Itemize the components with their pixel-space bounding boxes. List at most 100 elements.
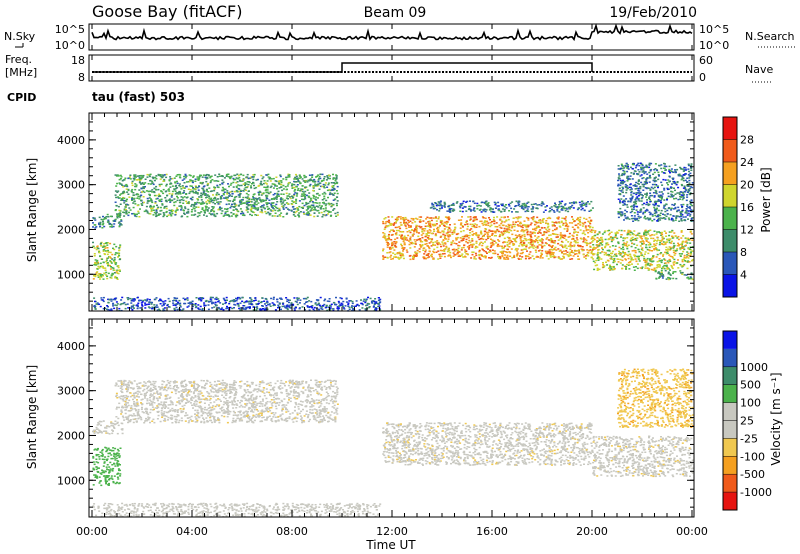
echo-cell <box>205 201 208 203</box>
echo-cell <box>273 183 276 185</box>
echo-cell <box>479 220 482 223</box>
echo-cell <box>564 220 567 222</box>
echo-cell <box>531 239 534 242</box>
echo-cell <box>116 182 119 185</box>
echo-cell <box>416 218 419 220</box>
echo-cell <box>687 257 690 259</box>
echo-cell <box>382 232 385 234</box>
freq-left-label-1: Freq. <box>5 53 32 66</box>
echo-cell <box>691 250 694 252</box>
echo-cell <box>670 209 673 211</box>
echo-cell <box>124 208 127 211</box>
echo-cell <box>465 210 468 212</box>
echo-cell <box>637 219 640 222</box>
echo-cell <box>150 200 153 202</box>
echo-cell <box>176 187 179 189</box>
echo-cell <box>496 230 499 232</box>
echo-cell <box>119 212 122 215</box>
echo-cell <box>402 218 405 221</box>
echo-cell <box>581 222 584 224</box>
echo-cell <box>651 245 654 248</box>
echo-cell <box>334 198 337 200</box>
echo-cell <box>176 197 179 199</box>
echo-cell <box>606 264 609 266</box>
echo-cell <box>178 184 181 187</box>
echo-cell <box>662 267 665 269</box>
echo-cell <box>439 253 442 255</box>
echo-cell <box>500 227 503 229</box>
echo-cell <box>656 169 659 172</box>
echo-cell <box>601 244 604 246</box>
echo-cell <box>680 217 683 220</box>
echo-cell <box>680 195 683 198</box>
echo-cell <box>94 275 97 278</box>
echo-cell <box>559 237 562 240</box>
echo-cell <box>433 223 436 226</box>
echo-cell <box>584 241 587 244</box>
echo-cell <box>151 180 154 183</box>
echo-cell <box>645 178 648 181</box>
echo-cell <box>261 211 264 214</box>
echo-cell <box>437 229 440 231</box>
echo-cell <box>95 261 98 263</box>
echo-cell <box>260 200 262 202</box>
echo-cell <box>623 242 626 244</box>
echo-cell <box>322 179 325 182</box>
echo-cell <box>658 164 660 167</box>
echo-cell <box>514 237 517 240</box>
echo-cell <box>487 237 489 239</box>
echo-cell <box>689 215 692 217</box>
echo-cell <box>396 216 399 219</box>
echo-cell <box>632 204 635 207</box>
echo-cell <box>106 253 109 256</box>
echo-cell <box>690 199 693 201</box>
echo-cell <box>118 221 121 223</box>
echo-cell <box>621 255 624 258</box>
echo-cell <box>631 250 634 252</box>
echo-cell <box>675 217 678 219</box>
echo-cell <box>635 266 637 268</box>
echo-cell <box>134 203 137 205</box>
echo-cell <box>383 233 386 235</box>
echo-cell <box>442 233 445 236</box>
echo-cell <box>197 179 200 181</box>
echo-cell <box>645 203 648 206</box>
echo-cell <box>627 254 629 257</box>
echo-cell <box>468 239 471 242</box>
echo-cell <box>412 255 414 258</box>
echo-cell <box>429 226 432 228</box>
echo-cell <box>144 186 146 188</box>
echo-cell <box>566 251 569 253</box>
echo-cell <box>471 246 474 248</box>
echo-cell <box>682 235 685 237</box>
echo-cell <box>209 175 212 178</box>
echo-cell <box>262 200 265 202</box>
echo-cell <box>663 214 666 216</box>
echo-cell <box>131 198 133 200</box>
echo-cell <box>117 256 119 258</box>
echo-cell <box>532 243 535 245</box>
echo-cell <box>597 248 600 251</box>
echo-cell <box>98 223 101 225</box>
echo-cell <box>309 183 312 186</box>
echo-cell <box>652 255 654 257</box>
echo-cell <box>269 191 272 193</box>
echo-cell <box>252 207 255 209</box>
echo-cell <box>427 232 430 234</box>
echo-cell <box>271 205 274 207</box>
echo-cell <box>652 256 655 258</box>
echo-cell <box>119 270 121 272</box>
echo-cell <box>284 186 287 188</box>
echo-cell <box>525 245 528 248</box>
echo-cell <box>171 177 174 180</box>
echo-cell <box>673 180 676 183</box>
echo-cell <box>523 235 526 238</box>
echo-cell <box>686 210 689 212</box>
echo-cell <box>152 183 155 186</box>
echo-cell <box>336 200 339 202</box>
echo-cell <box>420 216 423 218</box>
echo-cell <box>156 197 159 200</box>
echo-cell <box>516 252 519 254</box>
echo-cell <box>194 210 197 212</box>
echo-cell <box>117 196 119 198</box>
